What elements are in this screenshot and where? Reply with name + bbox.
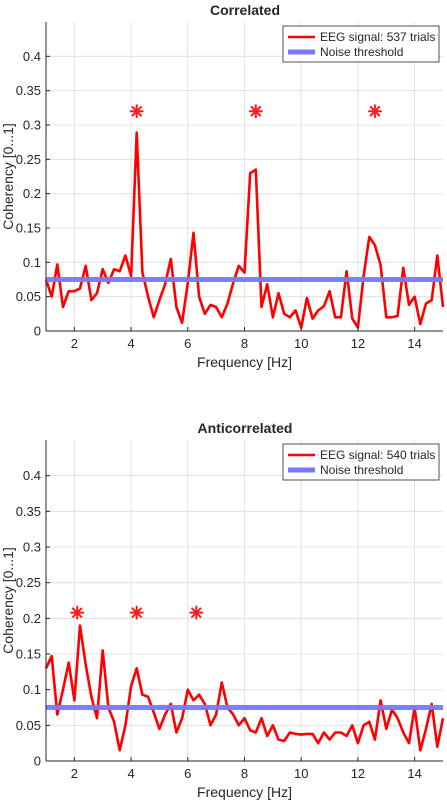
y-tick-label: 0.05 xyxy=(16,718,41,733)
y-axis-label: Coherency [0...1] xyxy=(0,123,16,230)
y-tick-label: 0.4 xyxy=(23,49,41,64)
x-axis-label: Frequency [Hz] xyxy=(197,354,292,370)
y-tick-label: 0.25 xyxy=(16,575,41,590)
eeg-signal-line xyxy=(44,624,445,752)
y-tick-label: 0 xyxy=(34,754,41,769)
x-tick-label: 14 xyxy=(407,766,421,781)
x-axis-label: Frequency [Hz] xyxy=(197,784,292,800)
y-tick-label: 0.1 xyxy=(23,255,41,270)
significance-star-stroke xyxy=(191,607,202,618)
significance-star-stroke xyxy=(369,106,381,117)
y-tick-label: 0.3 xyxy=(23,540,41,555)
significance-star xyxy=(129,605,144,620)
legend-label-noise: Noise threshold xyxy=(320,463,403,477)
chart-panel-correlated: 2 4 6 8 10 12 14 0 0.05 0.1 0.15 0.2 0.25 0.3 0.35 0.4 F… xyxy=(0,22,445,370)
significance-star-stroke xyxy=(131,106,142,117)
significance-star xyxy=(129,104,144,119)
significance-star xyxy=(367,104,382,119)
y-tick-label: 0.2 xyxy=(23,611,41,626)
panel-title-anticorrelated: Anticorrelated xyxy=(198,420,293,436)
x-tick-label: 14 xyxy=(407,336,421,351)
x-tick-label: 10 xyxy=(294,766,308,781)
y-tick-label: 0.15 xyxy=(16,647,41,662)
x-tick-label: 6 xyxy=(184,336,191,351)
x-tick-label: 12 xyxy=(351,766,365,781)
legend-label-eeg: EEG signal: 537 trials xyxy=(320,30,435,44)
x-tick-label: 4 xyxy=(127,336,134,351)
eeg-signal-line xyxy=(44,131,445,329)
y-tick-label: 0.3 xyxy=(23,118,41,133)
x-tick-label: 2 xyxy=(71,766,78,781)
x-tick-label: 12 xyxy=(351,336,365,351)
significance-star xyxy=(248,104,263,119)
y-tick-label: 0.35 xyxy=(16,83,41,98)
x-tick-label: 8 xyxy=(241,766,248,781)
x-tick-label: 10 xyxy=(294,336,308,351)
y-axis-label: Coherency [0...1] xyxy=(0,547,16,654)
legend-box xyxy=(282,25,440,63)
y-tick-label: 0.4 xyxy=(23,468,41,483)
x-tick-label: 6 xyxy=(184,766,191,781)
significance-star-stroke xyxy=(131,607,142,618)
y-tick-label: 0.05 xyxy=(16,289,41,304)
y-tick-label: 0.25 xyxy=(16,152,41,167)
y-tick-label: 0.15 xyxy=(16,221,41,236)
legend-label-noise: Noise threshold xyxy=(320,45,403,59)
panel-title-correlated: Correlated xyxy=(210,2,280,18)
x-tick-label: 8 xyxy=(241,336,248,351)
significance-star xyxy=(189,605,204,620)
significance-star-stroke xyxy=(72,607,83,618)
legend-label-eeg: EEG signal: 540 trials xyxy=(320,448,435,462)
x-tick-label: 4 xyxy=(127,766,134,781)
chart-panel-anticorrelated: 2 4 6 8 10 12 14 0 0.05 0.1 0.15 0.2 0.25 0.3 0.35 0.4 F… xyxy=(0,440,445,800)
y-tick-label: 0.2 xyxy=(23,186,41,201)
x-tick-label: 2 xyxy=(71,336,78,351)
legend-box xyxy=(282,443,440,481)
y-tick-label: 0.1 xyxy=(23,682,41,697)
y-tick-label: 0.35 xyxy=(16,504,41,519)
y-tick-label: 0 xyxy=(34,324,41,339)
significance-star xyxy=(70,605,85,620)
significance-star-stroke xyxy=(250,106,262,117)
